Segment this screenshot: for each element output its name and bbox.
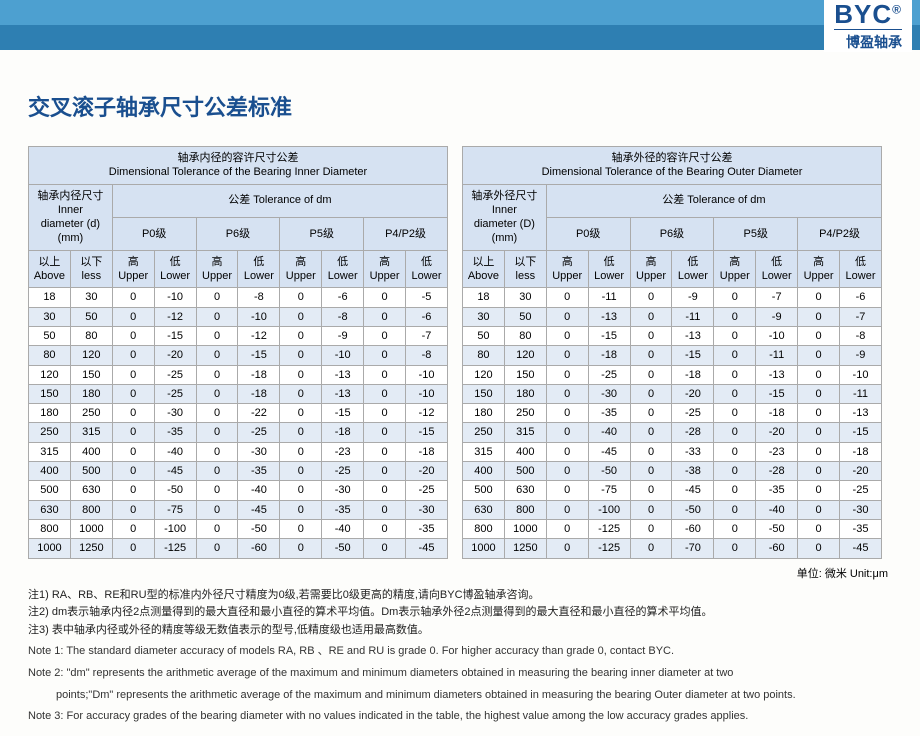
logo-brand-text: BYC [834,0,892,29]
table-row: 1201500-250-180-130-10 [463,365,882,384]
content: 交叉滚子轴承尺寸公差标准 轴承内径的容许尺寸公差Dimensional Tole… [0,50,920,736]
logo-brand: BYC® [834,1,902,27]
note-en-1: Note 1: The standard diameter accuracy o… [28,643,892,661]
logo-sub: 博盈轴承 [834,29,902,52]
note-en-2b: points;"Dm" represents the arithmetic av… [28,687,892,705]
logo-reg: ® [892,2,902,16]
table-row: 4005000-450-350-250-20 [29,462,448,481]
table-row: 5006300-750-450-350-25 [463,481,882,500]
logo: BYC® 博盈轴承 [824,0,912,52]
table-row: 100012500-1250-700-600-45 [463,539,882,558]
table-row: 2503150-350-250-180-15 [29,423,448,442]
table-row: 6308000-750-450-350-30 [29,500,448,519]
table-row: 50800-150-120-90-7 [29,326,448,345]
table-row: 80010000-1250-600-500-35 [463,519,882,538]
note-cn-3: 注3) 表中轴承内径或外径的精度等级无数值表示的型号,低精度级也适用最高数值。 [28,622,892,640]
notes: 注1) RA、RB、RE和RU型的标准内外径尺寸精度为0级,若需要比0级更高的精… [28,587,892,726]
outer-diameter-table: 轴承外径的容许尺寸公差Dimensional Tolerance of the … [462,146,882,559]
table-row: 30500-120-100-80-6 [29,307,448,326]
note-cn-1: 注1) RA、RB、RE和RU型的标准内外径尺寸精度为0级,若需要比0级更高的精… [28,587,892,605]
table-row: 5006300-500-400-300-25 [29,481,448,500]
inner-diameter-table: 轴承内径的容许尺寸公差Dimensional Tolerance of the … [28,146,448,559]
table-row: 30500-130-110-90-7 [463,307,882,326]
table-row: 80010000-1000-500-400-35 [29,519,448,538]
table-row: 18300-100-80-60-5 [29,288,448,307]
table-row: 801200-180-150-110-9 [463,346,882,365]
header-bar: BYC® 博盈轴承 [0,0,920,50]
table-row: 3154000-400-300-230-18 [29,442,448,461]
unit-label: 单位: 微米 Unit:μm [28,565,892,581]
note-en-2: Note 2: "dm" represents the arithmetic a… [28,665,892,683]
tables-row: 轴承内径的容许尺寸公差Dimensional Tolerance of the … [28,146,892,559]
table-row: 1802500-350-250-180-13 [463,404,882,423]
table-row: 50800-150-130-100-8 [463,326,882,345]
table-row: 6308000-1000-500-400-30 [463,500,882,519]
table-row: 3154000-450-330-230-18 [463,442,882,461]
table-row: 801200-200-150-100-8 [29,346,448,365]
table-row: 1802500-300-220-150-12 [29,404,448,423]
page-title: 交叉滚子轴承尺寸公差标准 [28,90,892,122]
note-en-3: Note 3: For accuracy grades of the beari… [28,708,892,726]
table-row: 2503150-400-280-200-15 [463,423,882,442]
note-cn-2: 注2) dm表示轴承内径2点测量得到的最大直径和最小直径的算术平均值。Dm表示轴… [28,604,892,622]
table-row: 100012500-1250-600-500-45 [29,539,448,558]
table-row: 1501800-300-200-150-11 [463,384,882,403]
table-row: 18300-110-90-70-6 [463,288,882,307]
table-row: 1201500-250-180-130-10 [29,365,448,384]
table-row: 4005000-500-380-280-20 [463,462,882,481]
table-row: 1501800-250-180-130-10 [29,384,448,403]
